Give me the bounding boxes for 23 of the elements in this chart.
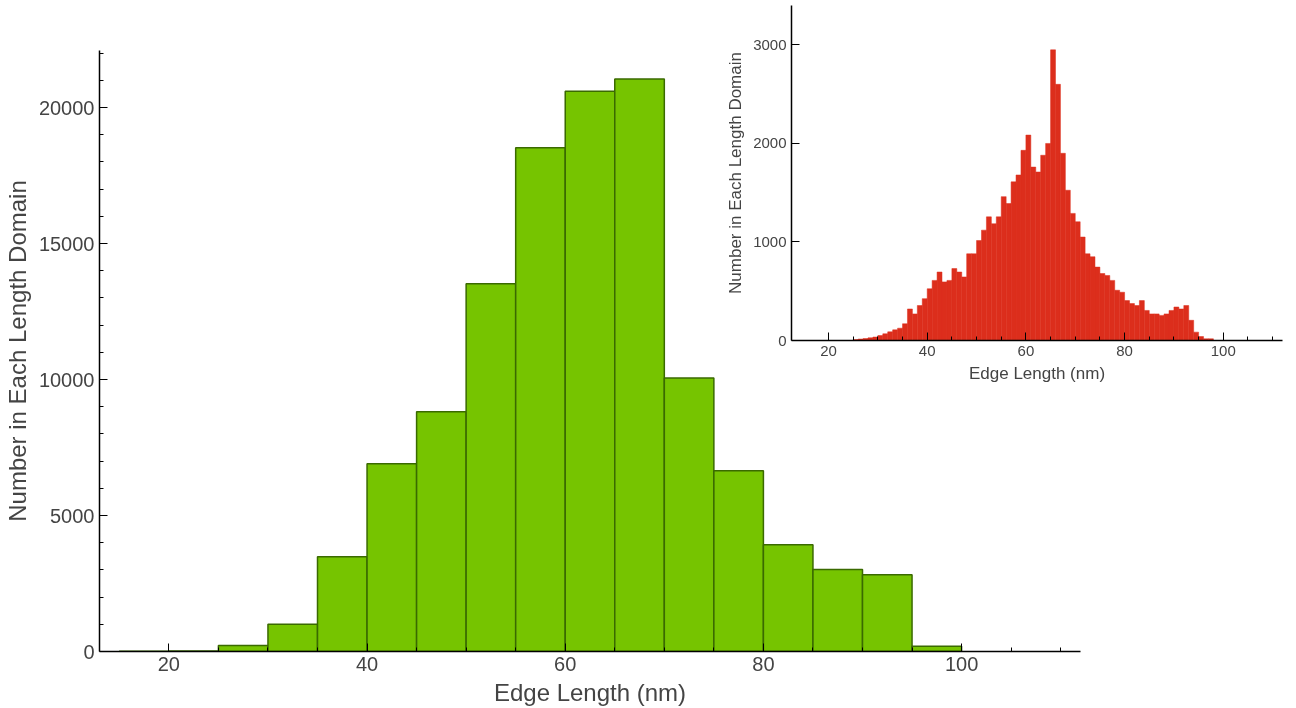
y-axis-title: Number in Each Length Domain: [3, 180, 31, 522]
x-tick-label: 20: [157, 652, 180, 675]
y-axis-title: Number in Each Length Domain: [726, 52, 746, 294]
x-tick-label: 80: [1116, 341, 1133, 359]
x-tick-label: 60: [554, 652, 577, 675]
y-tick-label: 2000: [753, 134, 787, 152]
y-tick-label: 0: [778, 331, 787, 349]
y-tick-label: 20000: [38, 96, 95, 119]
x-tick-label: 40: [918, 341, 936, 359]
x-axis-title: Edge Length (nm): [968, 363, 1106, 383]
x-tick-label: 80: [752, 652, 775, 675]
y-tick-label: 1000: [753, 232, 787, 250]
y-tick-label: 15000: [38, 232, 95, 255]
y-tick-label: 3000: [753, 35, 787, 53]
y-tick-label: 10000: [38, 368, 95, 391]
y-tick-label: 0: [83, 640, 95, 663]
x-axis-title: Edge Length (nm): [493, 678, 687, 706]
y-tick-label: 5000: [50, 504, 95, 527]
x-tick-label: 100: [944, 652, 979, 675]
x-tick-label: 100: [1210, 341, 1236, 359]
x-tick-label: 20: [820, 341, 837, 359]
x-tick-label: 60: [1017, 341, 1035, 359]
x-tick-label: 40: [355, 652, 379, 675]
